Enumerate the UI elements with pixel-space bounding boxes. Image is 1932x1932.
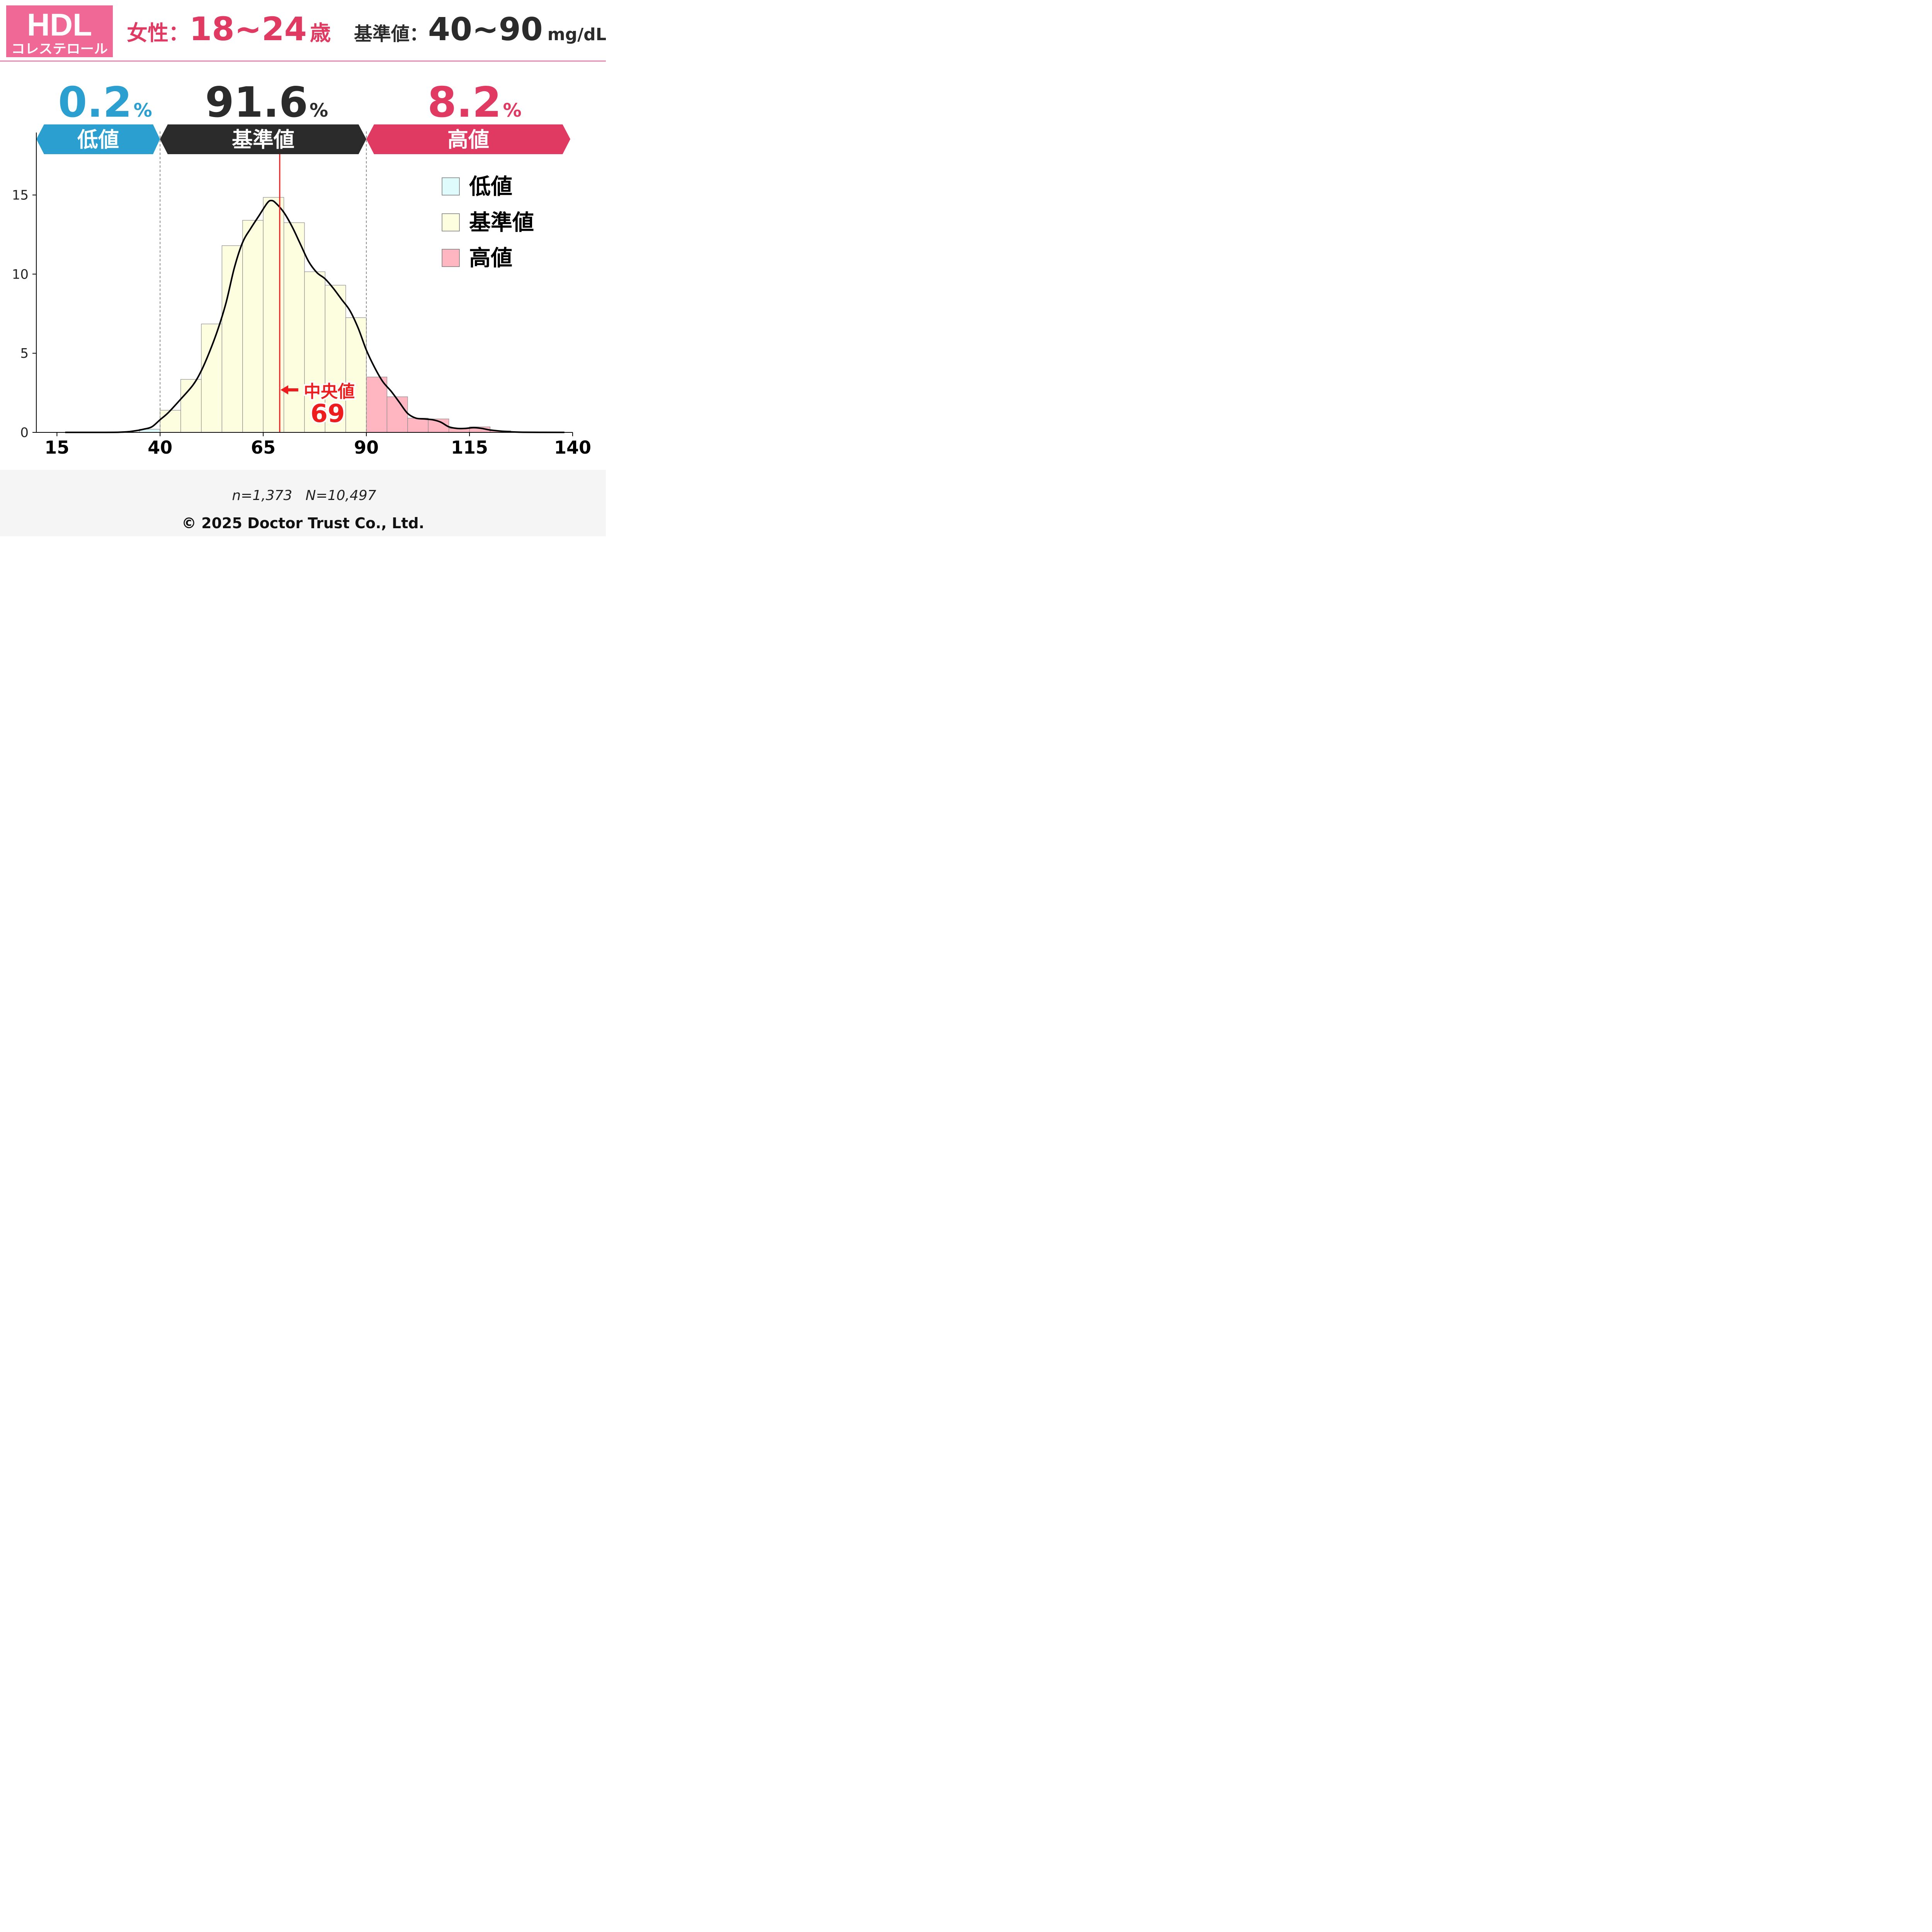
legend-label-normal: 基準値 <box>469 210 534 235</box>
high-banner <box>366 124 570 154</box>
footer-background <box>0 469 606 536</box>
x-tick-label-90: 90 <box>354 437 379 458</box>
histogram-bar-60-65 <box>242 220 264 433</box>
legend-swatch-normal <box>442 213 460 231</box>
ref-unit: mg/dL <box>548 25 606 44</box>
low-percent: 0.2% <box>58 78 152 127</box>
histogram-bar-70-75 <box>284 222 305 433</box>
normal-banner <box>160 124 366 154</box>
copyright: © 2025 Doctor Trust Co., Ltd. <box>182 515 424 532</box>
legend-label-low: 低値 <box>469 174 512 199</box>
low-banner-label: 低値 <box>77 128 119 152</box>
x-tick-label-115: 115 <box>451 437 488 458</box>
x-tick-label-140: 140 <box>554 437 591 458</box>
ref-line: 基準値：40~90 mg/dL <box>354 11 606 48</box>
histogram-bar-85-90 <box>345 317 367 433</box>
median-arrow-icon <box>280 385 298 395</box>
x-tick-label-15: 15 <box>44 437 69 458</box>
median-annotation: 中央値 69 <box>280 380 356 430</box>
x-tick-label-40: 40 <box>148 437 172 458</box>
badge-subtitle: コレステロール <box>11 41 108 57</box>
y-tick-labels: 0 5 10 15 <box>12 188 29 440</box>
histogram-bar-100-105 <box>407 418 429 433</box>
y-tick-label-10: 10 <box>12 267 29 282</box>
histogram-bar-75-80 <box>304 271 325 433</box>
sample-size: n=1,373 N=10,497 <box>232 488 376 503</box>
low-banner <box>36 124 160 154</box>
title-line: 女性：18~24 歳 <box>127 10 331 48</box>
summary: 0.2% 91.6% 8.2% 低値 基準値 高値 <box>36 78 570 154</box>
histogram-bar-40-45 <box>160 410 181 433</box>
normal-percent: 91.6% <box>205 78 328 127</box>
histogram-bar-65-70 <box>263 197 284 433</box>
age-unit: 歳 <box>310 21 331 45</box>
ref-label: 基準値： <box>354 23 428 45</box>
header: HDL コレステロール 女性：18~24 歳 基準値：40~90 mg/dL <box>0 5 606 62</box>
chart-canvas: HDL コレステロール 女性：18~24 歳 基準値：40~90 mg/dL 0.2… <box>0 5 606 536</box>
histogram-bar-95-100 <box>386 396 408 433</box>
hdl-badge <box>6 5 113 57</box>
high-percent: 8.2% <box>427 78 521 127</box>
legend-swatch-high <box>442 249 460 267</box>
footer: n=1,373 N=10,497 © 2025 Doctor Trust Co.… <box>0 469 606 536</box>
median-value: 69 <box>310 400 345 428</box>
x-tick-label-65: 65 <box>251 437 276 458</box>
x-tick-labels: 15 40 65 90 115 140 <box>44 437 591 458</box>
density-curve <box>65 199 565 434</box>
age-range: 18~24 <box>189 10 307 48</box>
median-label: 中央値 <box>304 382 355 401</box>
high-banner-label: 高値 <box>447 128 489 152</box>
histogram-bar-80-85 <box>325 285 346 433</box>
ref-range: 40~90 <box>428 11 543 48</box>
histogram-bar-90-95 <box>366 377 388 433</box>
threshold-lines <box>160 131 367 432</box>
legend-label-high: 高値 <box>469 246 512 271</box>
legend-swatch-low <box>442 177 460 196</box>
sex-label: 女性： <box>127 21 189 45</box>
axes <box>32 132 573 436</box>
y-tick-label-15: 15 <box>12 188 29 203</box>
legend: 低値 基準値 高値 <box>442 174 534 271</box>
badge-title: HDL <box>27 7 92 43</box>
histogram-bar-50-55 <box>201 323 223 433</box>
y-tick-label-5: 5 <box>20 346 29 361</box>
y-tick-label-0: 0 <box>20 425 29 440</box>
histogram-bars <box>139 197 511 433</box>
normal-banner-label: 基準値 <box>232 128 294 152</box>
